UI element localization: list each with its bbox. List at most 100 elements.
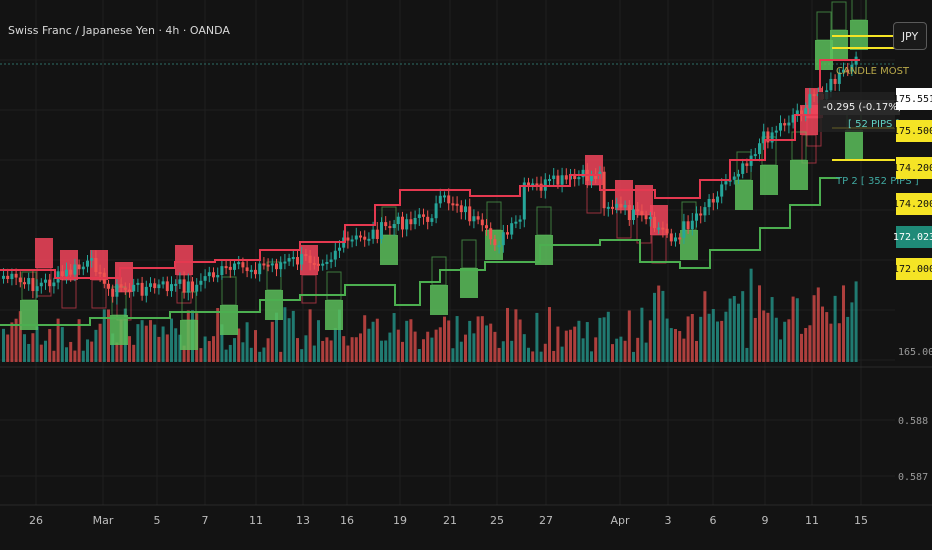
volume-bar	[413, 331, 417, 362]
candle-body	[787, 122, 791, 126]
buy-box-outline	[816, 11, 832, 41]
candle-body	[128, 289, 131, 292]
candle-body	[774, 130, 778, 133]
candle-body	[762, 131, 766, 144]
volume-bar	[111, 333, 115, 362]
candle-body	[56, 271, 60, 283]
candle-body	[241, 262, 245, 268]
volume-bar	[430, 337, 434, 362]
candle-body	[287, 258, 291, 262]
volume-bar	[837, 323, 841, 362]
volume-bar	[573, 326, 577, 362]
volume-bar	[262, 347, 266, 362]
buy-box	[20, 300, 38, 330]
volume-bar	[296, 338, 299, 362]
candle-body	[695, 213, 698, 221]
currency-button[interactable]: JPY	[893, 22, 927, 50]
candle-body	[296, 257, 299, 265]
volume-bar	[497, 347, 501, 362]
volume-bar	[707, 313, 711, 362]
x-label: 3	[664, 514, 672, 527]
volume-bar	[434, 329, 438, 362]
candle-body	[590, 175, 593, 181]
volume-bar	[787, 319, 791, 362]
candle-body	[371, 229, 375, 239]
candle-body	[279, 262, 283, 270]
volume-bar	[384, 340, 388, 362]
volume-bar	[170, 318, 173, 362]
volume-bar	[821, 306, 824, 362]
volume-bar	[136, 324, 140, 362]
volume-bar	[842, 285, 845, 362]
candle-body	[31, 278, 35, 292]
buy-box-outline	[461, 239, 477, 269]
candle-body	[86, 260, 89, 267]
volume-bar	[447, 320, 451, 362]
volume-bar	[808, 325, 812, 362]
candle-body	[35, 286, 39, 292]
candle-body	[804, 108, 808, 115]
candle-body	[132, 284, 136, 292]
volume-bar	[275, 312, 278, 362]
volume-bar	[367, 328, 371, 362]
volume-bar	[695, 340, 698, 362]
volume-bar	[590, 351, 593, 362]
volume-bar	[737, 303, 740, 362]
candle-body	[2, 275, 5, 279]
x-label: 21	[443, 514, 457, 527]
volume-bar	[199, 348, 203, 362]
price-tag-level-4: 172.000	[893, 258, 932, 280]
candle-body	[216, 275, 220, 278]
candle-body	[266, 264, 270, 267]
sell-box	[90, 250, 108, 280]
volume-bar	[518, 319, 522, 362]
candle-body	[123, 287, 127, 290]
volume-bar	[791, 296, 795, 362]
candle-body	[367, 238, 371, 241]
volume-bar	[153, 324, 157, 362]
sell-box-outline	[636, 214, 652, 244]
candle-body	[527, 182, 530, 187]
volume-bar	[86, 339, 89, 362]
volume-bar	[52, 350, 56, 362]
candle-body	[455, 203, 459, 206]
buy-box-outline	[326, 271, 342, 301]
volume-bar	[300, 349, 304, 362]
volume-bar	[825, 312, 829, 362]
candle-body	[581, 169, 585, 178]
candle-body	[170, 284, 173, 292]
volume-bar	[594, 337, 598, 362]
volume-bar	[669, 328, 673, 362]
buy-box	[325, 300, 343, 330]
buy-box	[760, 165, 778, 195]
volume-bar	[606, 311, 610, 362]
candle-body	[186, 281, 190, 293]
buy-box-outline	[111, 286, 127, 316]
volume-bar	[392, 313, 396, 362]
volume-bar	[371, 321, 375, 362]
candle-body	[615, 203, 619, 208]
volume-bar	[405, 320, 409, 362]
sell-box	[175, 245, 193, 275]
candle-body	[388, 226, 392, 229]
candle-body	[140, 282, 144, 296]
candle-body	[800, 110, 803, 115]
candle-body	[682, 221, 686, 238]
candle-body	[354, 235, 358, 240]
candle-body	[69, 269, 73, 275]
volume-bar	[653, 292, 656, 362]
candle-body	[711, 198, 715, 203]
candle-body	[451, 203, 455, 206]
candle-body	[10, 273, 14, 280]
volume-bar	[18, 311, 22, 362]
candle-body	[254, 269, 257, 275]
volume-bar	[94, 329, 98, 362]
volume-bar	[287, 318, 291, 362]
candle-body	[380, 222, 383, 239]
volume-bar	[804, 328, 808, 362]
volume-bar	[304, 335, 308, 362]
candle-body	[258, 263, 262, 275]
volume-bar	[354, 337, 358, 362]
tp2-label: TP 2 [ 352 PIPS ]	[836, 176, 919, 187]
